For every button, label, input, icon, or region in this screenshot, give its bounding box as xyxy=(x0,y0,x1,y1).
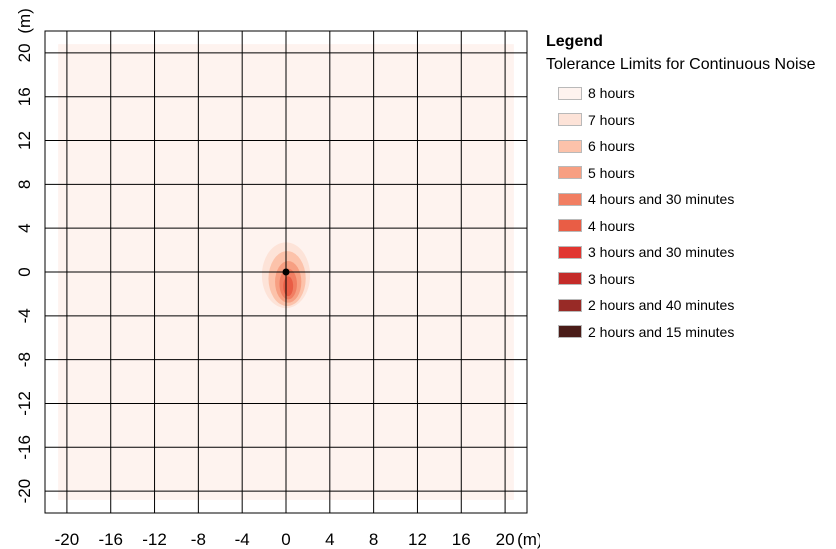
y-tick-label: -20 xyxy=(15,479,34,504)
legend-label: 4 hours xyxy=(588,217,635,234)
legend-item: 3 hours xyxy=(558,266,836,293)
legend-swatch xyxy=(558,245,582,259)
plot-frame xyxy=(44,30,528,514)
legend-swatch xyxy=(558,219,582,233)
x-tick-label: 12 xyxy=(408,530,427,549)
legend-label: 3 hours and 30 minutes xyxy=(588,244,735,261)
x-tick-label: 4 xyxy=(325,530,334,549)
legend-label: 5 hours xyxy=(588,164,635,181)
legend-subtitle: Tolerance Limits for Continuous Noise xyxy=(546,56,816,73)
legend-item: 8 hours xyxy=(558,80,836,107)
x-tick-label: -12 xyxy=(142,530,167,549)
y-tick-label: -16 xyxy=(15,435,34,460)
y-axis-unit: (m) xyxy=(15,8,34,33)
legend-swatch xyxy=(558,86,582,100)
legend: Legend Tolerance Limits for Continuous N… xyxy=(546,32,836,345)
legend-swatch xyxy=(558,192,582,206)
y-tick-label: 12 xyxy=(15,131,34,150)
y-tick-label: -12 xyxy=(15,391,34,416)
noise-source-point xyxy=(282,268,290,276)
legend-swatch xyxy=(558,298,582,312)
legend-item: 2 hours and 40 minutes xyxy=(558,292,836,319)
x-axis-unit: (m) xyxy=(517,530,540,549)
legend-item: 5 hours xyxy=(558,160,836,187)
legend-label: 4 hours and 30 minutes xyxy=(588,191,735,208)
legend-label: 2 hours and 15 minutes xyxy=(588,323,735,340)
legend-item: 4 hours and 30 minutes xyxy=(558,186,836,213)
x-tick-label: -16 xyxy=(98,530,123,549)
x-tick-label: 0 xyxy=(281,530,290,549)
legend-item: 2 hours and 15 minutes xyxy=(558,319,836,346)
plot-area xyxy=(44,30,528,514)
y-tick-label: 4 xyxy=(15,223,34,232)
contour-4-hours xyxy=(283,276,294,297)
legend-item: 6 hours xyxy=(558,133,836,160)
x-tick-label: 8 xyxy=(369,530,378,549)
legend-swatch xyxy=(558,325,582,339)
x-tick-label: 16 xyxy=(452,530,471,549)
x-tick-label: -20 xyxy=(55,530,80,549)
y-tick-label: 20 xyxy=(15,43,34,62)
legend-swatch xyxy=(558,113,582,127)
y-tick-label: 16 xyxy=(15,87,34,106)
y-tick-label: -4 xyxy=(15,308,34,323)
y-axis-ticks: 20 16 12 8 4 0 -4 -8 -12 -16 -20 (m) xyxy=(15,8,34,503)
legend-title: Legend xyxy=(546,33,603,50)
y-tick-label: 8 xyxy=(15,180,34,189)
x-axis-ticks: -20 -16 -12 -8 -4 0 4 8 12 16 20(m) xyxy=(55,530,540,549)
legend-swatch xyxy=(558,139,582,153)
legend-item: 4 hours xyxy=(558,213,836,240)
legend-label: 6 hours xyxy=(588,138,635,155)
y-tick-label: -8 xyxy=(15,352,34,367)
legend-label: 7 hours xyxy=(588,111,635,128)
y-tick-label: 0 xyxy=(15,267,34,276)
legend-label: 2 hours and 40 minutes xyxy=(588,297,735,314)
legend-swatch xyxy=(558,166,582,180)
legend-list: 8 hours 7 hours 6 hours 5 hours 4 hours and … xyxy=(558,80,836,345)
legend-label: 3 hours xyxy=(588,270,635,287)
legend-label: 8 hours xyxy=(588,85,635,102)
x-tick-label: -8 xyxy=(191,530,206,549)
legend-item: 7 hours xyxy=(558,107,836,134)
x-tick-label: 20 xyxy=(496,530,515,549)
x-tick-label: -4 xyxy=(235,530,250,549)
legend-swatch xyxy=(558,272,582,286)
legend-item: 3 hours and 30 minutes xyxy=(558,239,836,266)
